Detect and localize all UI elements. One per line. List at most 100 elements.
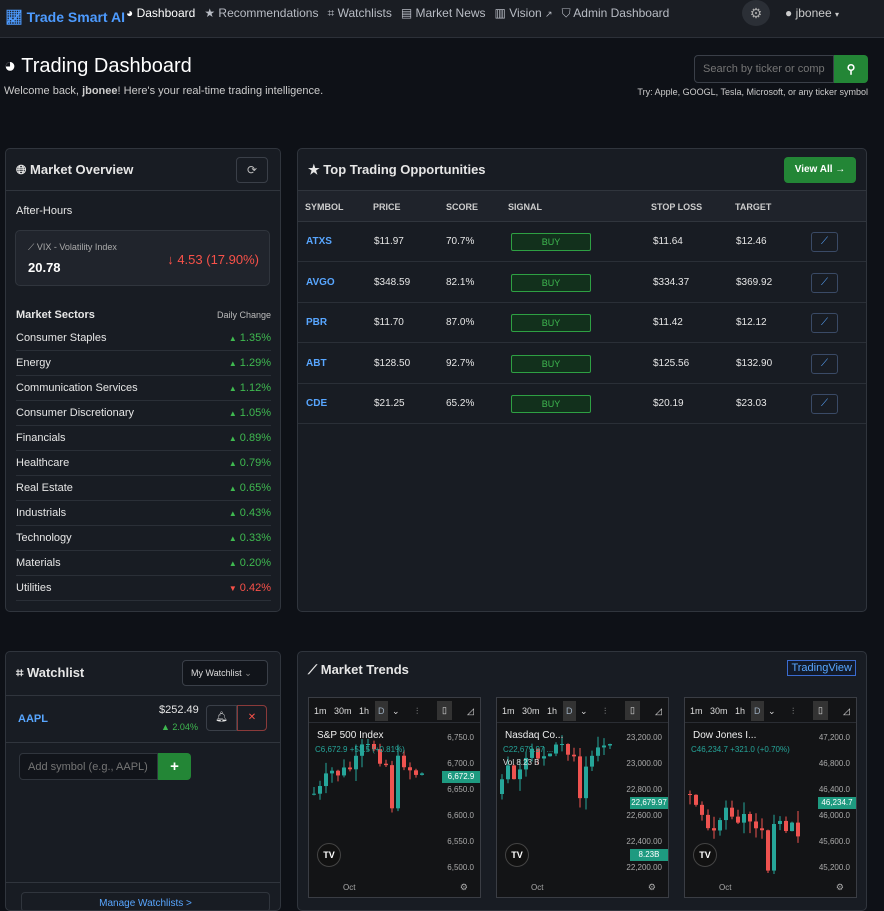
tradingview-link[interactable]: TradingView	[787, 660, 856, 676]
chevron-down-icon[interactable]: ⌄	[768, 706, 776, 716]
chart-line-icon: ⟋	[308, 662, 318, 677]
chart-button[interactable]: ⟋	[811, 394, 838, 414]
search-input[interactable]	[694, 55, 834, 83]
binoculars-icon: ⌗	[327, 6, 335, 20]
axis-tick: 6,550.0	[447, 837, 474, 846]
bar-chart-icon[interactable]: ⫶	[792, 706, 795, 716]
last-price-label: 22,679.97	[630, 797, 668, 809]
chart-button[interactable]: ⟋	[811, 272, 838, 293]
col-target: TARGET	[735, 202, 772, 212]
mini-chart[interactable]: 1m 30m 1h D ⌄ ⫶ ▯ ◿ 47,200.0 46,800.0 46,4…	[684, 697, 857, 898]
chart-button[interactable]: ⟋	[811, 232, 838, 252]
dashboard-icon: ◕	[126, 6, 134, 20]
settings-icon[interactable]: ⚙	[459, 882, 468, 892]
bar-chart-icon[interactable]: ⫶	[604, 706, 607, 716]
axis-tick: 6,700.0	[447, 759, 474, 768]
candle-body	[724, 807, 728, 821]
alert-button[interactable]: 🔔︎	[206, 705, 237, 731]
interval-1m[interactable]: 1m	[502, 706, 515, 716]
interval-30m[interactable]: 30m	[522, 706, 540, 716]
candle-body	[736, 816, 740, 823]
sector-name: Healthcare	[16, 457, 70, 469]
chart-button[interactable]: ⟋	[811, 313, 838, 333]
nav-dashboard[interactable]: ◕ Dashboard	[126, 6, 196, 20]
watchlist-select[interactable]: My Watchlist ⌄	[182, 660, 268, 686]
candle-body	[524, 757, 528, 770]
chevron-down-icon[interactable]: ⌄	[580, 706, 588, 716]
symbol-link[interactable]: PBR	[306, 317, 328, 328]
tradingview-logo: TV	[505, 843, 529, 867]
search-button[interactable]: ⚲	[834, 55, 868, 83]
manage-watchlists-button[interactable]: Manage Watchlists >	[21, 892, 270, 910]
table-row: PBR $11.70 87.0% BUY $11.42 $12.12 ⟋	[298, 303, 866, 343]
sector-change: ▲ 1.29%	[228, 357, 271, 369]
interval-1h[interactable]: 1h	[359, 706, 370, 716]
settings-icon[interactable]: ⚙	[647, 882, 656, 892]
interval-1h[interactable]: 1h	[735, 706, 746, 716]
user-menu[interactable]: ● jbonee ▾	[785, 6, 839, 20]
candlestick-icon[interactable]: ▯	[625, 701, 640, 720]
sector-change: ▲ 1.12%	[228, 382, 271, 394]
interval-1m[interactable]: 1m	[690, 706, 703, 716]
sector-change: ▲ 0.33%	[228, 532, 271, 544]
symbol-link[interactable]: CDE	[306, 398, 328, 409]
sector-row: Technology ▲ 0.33%	[16, 526, 271, 551]
candle-body	[336, 770, 340, 776]
candle-body	[742, 814, 746, 823]
mini-chart[interactable]: 1m 30m 1h D ⌄ ⫶ ▯ ◿ 6,750.0 6,700.0 6,650.…	[308, 697, 481, 898]
candle-body	[324, 773, 328, 787]
caret-up-icon: ▲	[228, 359, 237, 368]
interval-1h[interactable]: 1h	[547, 706, 558, 716]
nav-vision[interactable]: ▥ Vision ↗	[494, 6, 553, 20]
nav-admin-dashboard[interactable]: ⛉ Admin Dashboard	[561, 6, 670, 20]
sector-row: Energy ▲ 1.29%	[16, 351, 271, 376]
sector-name: Utilities	[16, 582, 52, 594]
sector-change: ▲ 0.89%	[228, 432, 271, 444]
area-chart-icon[interactable]: ◿	[843, 706, 850, 716]
interval-d[interactable]: D	[751, 701, 764, 721]
area-chart-icon[interactable]: ◿	[655, 706, 662, 716]
candle-body	[796, 822, 800, 837]
symbol-link[interactable]: ABT	[306, 357, 327, 369]
interval-d[interactable]: D	[563, 701, 576, 721]
candle-body	[790, 822, 794, 832]
nav-market-news[interactable]: ▤ Market News	[400, 6, 486, 20]
interval-30m[interactable]: 30m	[334, 706, 352, 716]
interval-1m[interactable]: 1m	[314, 706, 327, 716]
newspaper-icon: ▤	[400, 6, 413, 20]
tradingview-logo: TV	[693, 843, 717, 867]
watchlist-symbol[interactable]: AAPL	[18, 713, 48, 725]
mini-chart[interactable]: 1m 30m 1h D ⌄ ⫶ ▯ ◿ 23,200.00 23,000.00 22…	[496, 697, 669, 898]
interval-d[interactable]: D	[375, 701, 388, 721]
view-all-button[interactable]: View All →	[784, 157, 856, 183]
candle-body	[318, 786, 322, 794]
chart-button[interactable]: ⟋	[811, 353, 838, 374]
symbol-link[interactable]: ATXS	[306, 236, 332, 247]
target: $132.90	[736, 357, 773, 369]
refresh-button[interactable]: ⟳	[236, 157, 268, 183]
nav-recommendations[interactable]: ★ Recommendations	[204, 6, 319, 20]
area-chart-icon[interactable]: ◿	[467, 706, 474, 716]
settings-icon[interactable]: ⚙	[835, 882, 844, 892]
close-icon: ✕	[247, 712, 257, 723]
axis-tick: 23,000.00	[626, 759, 662, 768]
bar-chart-icon[interactable]: ⫶	[416, 706, 419, 716]
binoculars-icon: ⌗	[16, 665, 24, 680]
candlestick-icon[interactable]: ▯	[813, 701, 828, 720]
gear-icon[interactable]: ⚙	[742, 0, 770, 26]
candle-body	[566, 744, 570, 755]
caret-up-icon: ▲	[228, 509, 237, 518]
sector-name: Energy	[16, 357, 51, 369]
candle-body	[500, 779, 504, 794]
brand-link[interactable]: 📈︎ Trade Smart AI	[5, 9, 125, 25]
symbol-link[interactable]: AVGO	[306, 276, 335, 288]
candlestick-icon[interactable]: ▯	[437, 701, 452, 720]
chevron-down-icon[interactable]: ⌄	[392, 706, 400, 716]
remove-button[interactable]: ✕	[237, 705, 267, 731]
add-symbol-button[interactable]: +	[158, 753, 191, 780]
table-row: CDE $21.25 65.2% BUY $20.19 $23.03 ⟋	[298, 384, 866, 424]
interval-30m[interactable]: 30m	[710, 706, 728, 716]
add-symbol-input[interactable]	[19, 753, 158, 780]
watchlist-change: ▲ 2.04%	[161, 722, 198, 732]
nav-watchlists[interactable]: ⌗ Watchlists	[327, 6, 392, 20]
